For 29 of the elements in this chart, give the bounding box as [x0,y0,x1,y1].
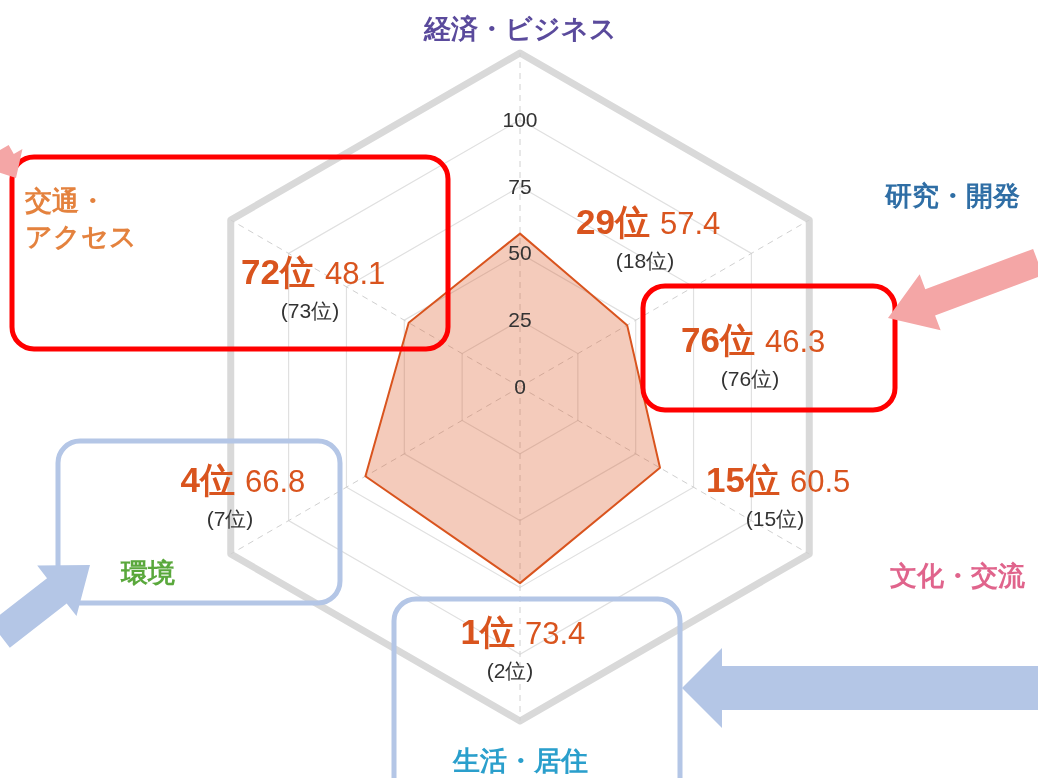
text: (76位) [720,367,780,390]
text: (73位) [280,299,340,322]
text: 66.8 [245,464,306,499]
spoke-label: 環境 [120,557,175,588]
y-tick-label: 100 [502,107,538,131]
y-tick-label: 25 [508,308,532,332]
text: 73.4 [525,616,586,651]
text: 1位 [460,612,515,651]
text: 15位 [706,460,780,499]
text: 46.3 [765,324,826,359]
text: (7位) [206,507,254,530]
text: 60.5 [790,464,851,499]
text: 72位 [241,252,315,291]
text: 29位 [576,202,650,241]
spoke-label: 生活・居住 [451,745,588,776]
spoke-label: 経済・ビジネス [422,13,617,44]
text: (2位) [486,659,534,682]
text: 48.1 [325,256,386,291]
text: 76位 [681,320,755,359]
spoke-label: 文化・交流 [890,560,1026,591]
text: (15位) [745,507,805,530]
text: 57.4 [660,206,721,241]
y-tick-label: 75 [508,174,532,198]
y-tick-label: 50 [508,241,532,265]
y-tick-label: 0 [514,375,526,398]
spoke-label: 交通・アクセス [24,185,137,252]
text: 4位 [180,460,235,499]
spoke-label: 研究・開発 [884,180,1020,211]
text: (18位) [615,249,675,272]
